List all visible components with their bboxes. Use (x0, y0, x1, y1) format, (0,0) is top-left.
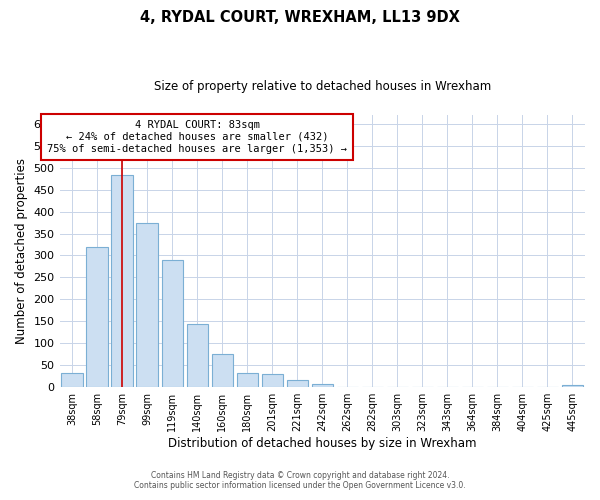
Bar (562, 386, 583, 387)
Bar (136, 222, 158, 387)
Text: 4 RYDAL COURT: 83sqm
← 24% of detached houses are smaller (432)
75% of semi-deta: 4 RYDAL COURT: 83sqm ← 24% of detached h… (47, 120, 347, 154)
X-axis label: Distribution of detached houses by size in Wrexham: Distribution of detached houses by size … (168, 437, 476, 450)
Bar (287, 380, 308, 387)
Text: Contains HM Land Registry data © Crown copyright and database right 2024.
Contai: Contains HM Land Registry data © Crown c… (134, 470, 466, 490)
Bar (212, 354, 233, 387)
Bar (161, 260, 183, 387)
Bar (187, 324, 208, 387)
Text: 4, RYDAL COURT, WREXHAM, LL13 9DX: 4, RYDAL COURT, WREXHAM, LL13 9DX (140, 10, 460, 25)
Title: Size of property relative to detached houses in Wrexham: Size of property relative to detached ho… (154, 80, 491, 93)
Bar (61, 373, 83, 387)
Bar (311, 384, 333, 387)
Bar (262, 374, 283, 387)
Bar (86, 246, 108, 387)
Bar (236, 373, 258, 387)
Y-axis label: Number of detached properties: Number of detached properties (15, 158, 28, 344)
Bar (112, 175, 133, 387)
